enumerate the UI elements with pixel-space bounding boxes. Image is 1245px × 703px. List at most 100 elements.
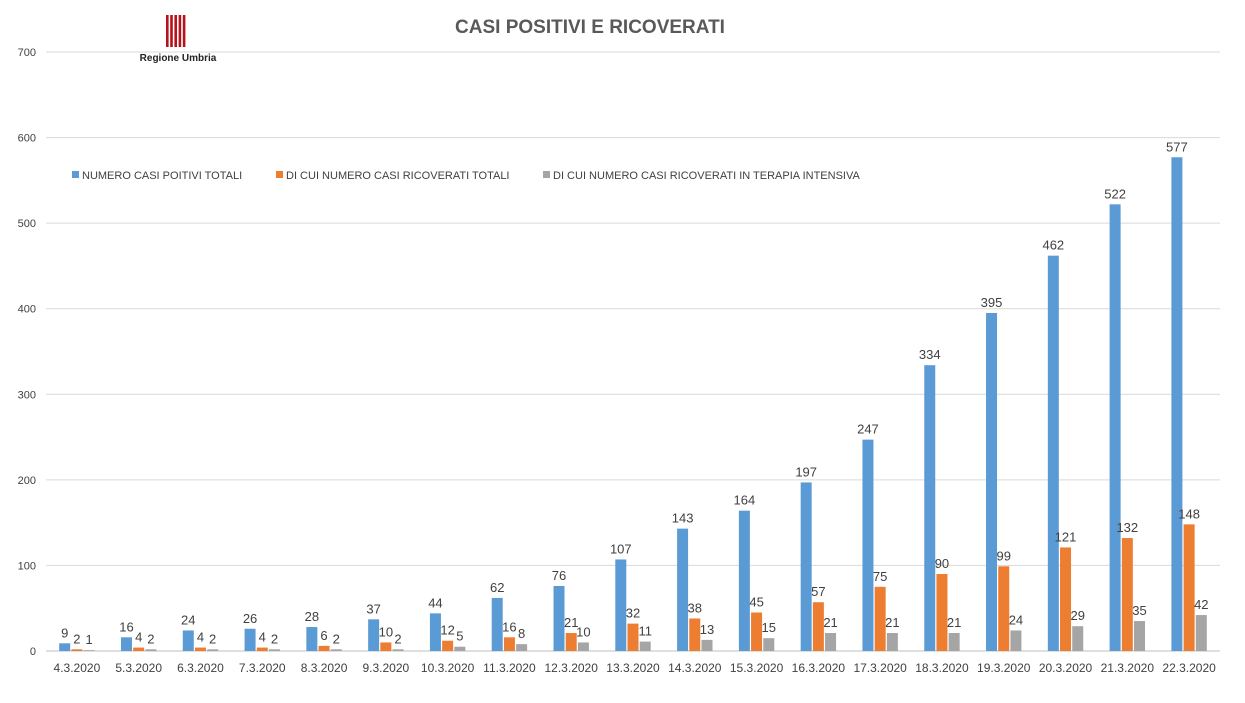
bar [429,613,441,651]
logo: Regione Umbria [140,14,217,64]
bar [330,649,342,651]
bar [454,646,466,651]
bar [306,627,318,651]
bar [182,630,194,651]
bar [503,637,515,651]
x-tick-label: 10.3.2020 [421,661,475,675]
x-tick-label: 16.3.2020 [792,661,846,675]
bar [83,650,95,651]
bar [998,566,1010,651]
data-label: 4 [259,630,266,645]
logo-stripe [170,15,173,47]
bar [1010,630,1022,651]
data-label: 16 [119,619,133,634]
bar [689,618,701,651]
y-tick-label: 700 [18,47,36,59]
bar [380,642,392,651]
bar [1195,615,1207,651]
bar [812,602,824,651]
data-label: 13 [700,622,714,637]
bar [615,559,627,651]
bar [491,597,503,651]
data-label: 1 [85,632,92,647]
x-tick-label: 17.3.2020 [853,661,907,675]
data-label: 6 [320,628,327,643]
legend-label: DI CUI NUMERO CASI RICOVERATI IN TERAPIA… [553,170,860,182]
bar [1060,547,1072,651]
bar [1183,524,1195,651]
data-label: 42 [1194,597,1208,612]
data-label: 45 [749,594,763,609]
gridlines [46,51,1220,652]
y-tick-label: 400 [18,304,36,316]
data-label: 143 [672,511,694,526]
x-tick-label: 6.3.2020 [177,661,224,675]
bar [268,649,280,651]
data-label: 57 [811,584,825,599]
bar [627,623,639,651]
data-label: 522 [1104,186,1126,201]
y-tick-label: 200 [18,475,36,487]
data-label: 197 [795,464,817,479]
x-tick-label: 21.3.2020 [1101,661,1155,675]
data-label: 2 [394,631,401,646]
bar [763,638,775,651]
bar [207,649,219,651]
y-axis: 0 100 200 300 400 500 600 700 [18,47,36,658]
data-label: 75 [873,569,887,584]
logo-stripe [182,15,186,47]
bar [677,528,689,651]
bar [1109,204,1121,651]
data-label: 395 [981,295,1003,310]
bar [948,633,960,651]
data-label: 247 [857,422,879,437]
x-tick-label: 7.3.2020 [239,661,286,675]
bar [738,510,750,651]
data-label: 2 [209,631,216,646]
data-label: 2 [271,631,278,646]
data-label: 10 [379,624,393,639]
bar [1047,255,1059,651]
bar [318,645,330,651]
logo-stripe [166,15,169,47]
data-label: 76 [552,568,566,583]
logo-stripe [178,15,182,47]
bar [59,643,71,651]
legend-label: NUMERO CASI POITIVI TOTALI [82,170,242,182]
data-label: 35 [1132,603,1146,618]
x-tick-label: 8.3.2020 [301,661,348,675]
legend-swatch [72,171,79,178]
x-tick-label: 19.3.2020 [977,661,1031,675]
data-label: 90 [935,556,949,571]
legend: NUMERO CASI POITIVI TOTALI DI CUI NUMERO … [72,170,860,182]
x-tick-label: 15.3.2020 [730,661,784,675]
x-tick-label: 4.3.2020 [54,661,101,675]
data-label: 164 [734,493,756,508]
logo-text: Regione Umbria [140,53,217,64]
data-label: 24 [1009,612,1023,627]
data-label: 577 [1166,139,1188,154]
data-label: 121 [1055,529,1077,544]
bar [874,586,886,651]
bar [133,647,145,651]
bar [368,619,380,651]
x-tick-label: 20.3.2020 [1039,661,1093,675]
bar [701,639,713,651]
data-label: 44 [428,595,442,610]
x-tick-label: 13.3.2020 [606,661,660,675]
legend-label: DI CUI NUMERO CASI RICOVERATI TOTALI [286,170,510,182]
data-label: 29 [1070,608,1084,623]
bar [825,633,837,651]
x-tick-label: 5.3.2020 [115,661,162,675]
bar [516,644,528,651]
y-tick-label: 0 [30,646,36,658]
data-label: 16 [502,619,516,634]
x-axis: 4.3.2020 5.3.2020 6.3.2020 7.3.2020 8.3.2020… [54,661,1217,675]
bar [442,640,454,651]
data-label: 38 [688,600,702,615]
y-tick-label: 500 [18,218,36,230]
bar [1121,538,1133,651]
data-label: 21 [564,615,578,630]
data-label: 99 [997,548,1011,563]
